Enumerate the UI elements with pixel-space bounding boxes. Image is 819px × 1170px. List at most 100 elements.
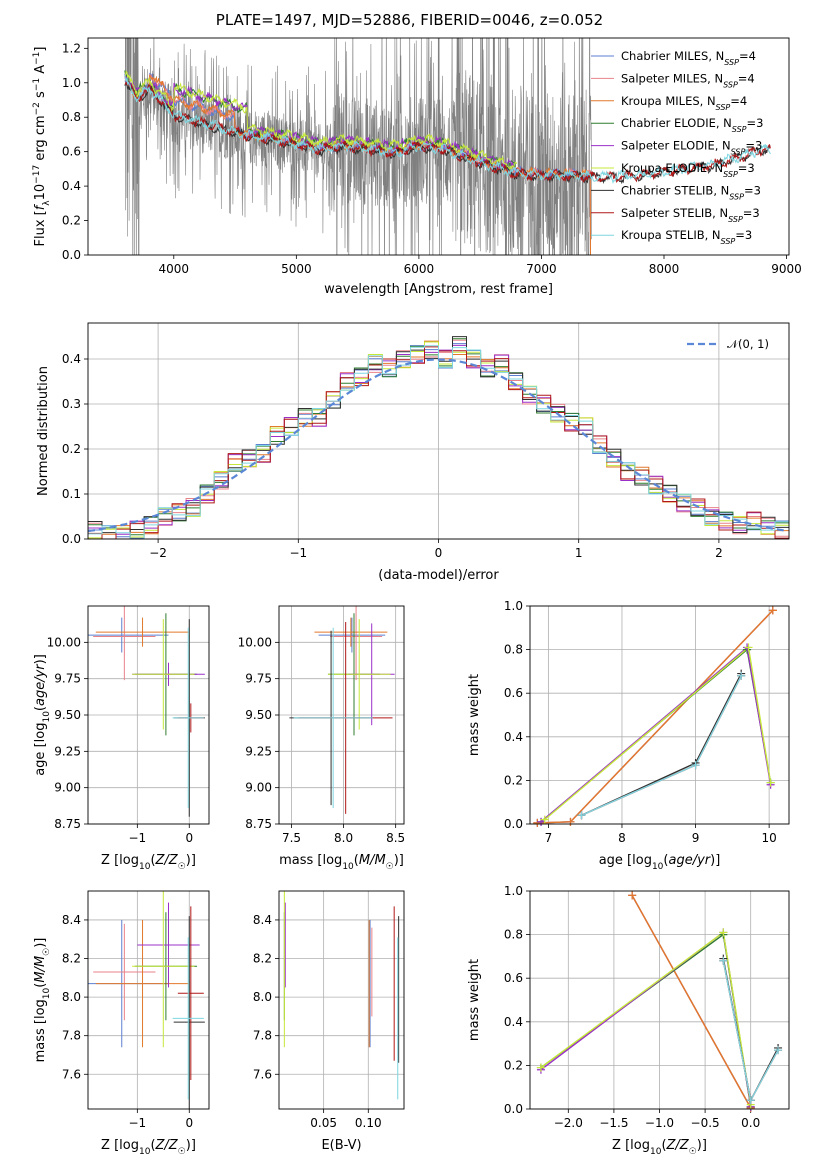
model-spectrum-line — [124, 74, 771, 184]
weight-point-marker — [719, 956, 728, 965]
x-tick-label: 9000 — [771, 262, 802, 276]
x-axis-label: mass [log10(M/M☉)] — [279, 853, 404, 872]
y-tick-label: 0.6 — [504, 971, 523, 985]
x-axis-label-part: ☉ — [178, 862, 186, 872]
weight-point-marker — [774, 1046, 783, 1055]
weight-series-line — [544, 646, 772, 821]
y-axis-label-part: 10 — [42, 987, 52, 999]
y-tick-label: 8.75 — [54, 817, 81, 831]
legend-entry-value: =3 — [744, 183, 761, 197]
y-tick-label: 0.2 — [62, 442, 81, 456]
weight-series-line — [581, 673, 742, 816]
mass_vs_Z-plot-area — [88, 891, 205, 1109]
x-axis-label-part: )] — [394, 853, 404, 868]
x-tick-label: −2.0 — [554, 1116, 583, 1130]
y-tick-label: 8.75 — [245, 817, 272, 831]
y-axis-label-part: 10 — [33, 184, 48, 201]
legend-entry-value: =3 — [735, 228, 752, 242]
x-tick-label: 8.0 — [334, 831, 353, 845]
x-axis-label-part: ☉ — [386, 862, 394, 872]
y-axis-label: Normed distribution — [36, 366, 51, 496]
legend-entry: Salpeter ELODIE, NSSP=3 — [621, 139, 762, 157]
y-tick-label: 0.0 — [62, 532, 81, 546]
legend-entry-name: Salpeter STELIB, N — [621, 206, 728, 220]
y-tick-label: 1.0 — [62, 76, 81, 90]
y-axis-label-part: ☉ — [42, 948, 52, 956]
x-tick-label: −2 — [149, 546, 167, 560]
residuals-axes: −2 −1 0 1 2 0.0 0.1 0.2 0.3 0.4 𝒩(0, 1) (data-model… — [36, 322, 790, 583]
x-axis-label-part: ☉ — [178, 1147, 186, 1157]
legend-entry: Kroupa MILES, NSSP=4 — [621, 94, 747, 112]
x-tick-label: 2 — [715, 546, 723, 560]
weight-point-marker — [536, 1063, 545, 1072]
y-axis-label-part: 10 — [42, 711, 52, 723]
x-axis-label-part: ( — [354, 853, 359, 868]
weight_vs_age-plot-area — [537, 609, 774, 824]
weight-point-marker — [737, 671, 746, 680]
legend-entry-name: Chabrier MILES, N — [621, 49, 724, 63]
x-tick-label: −1.0 — [645, 1116, 674, 1130]
x-tick-label: 7000 — [526, 262, 557, 276]
y-tick-label: 10.00 — [47, 635, 81, 649]
x-axis-label-part: Z/Z — [155, 1138, 179, 1153]
y-axis-label-part: λ — [42, 200, 52, 206]
legend-entry-name: Salpeter ELODIE, N — [621, 139, 731, 153]
weight-point-marker — [691, 761, 700, 770]
x-tick-label: 7.5 — [282, 831, 301, 845]
legend-entry: Chabrier MILES, NSSP=4 — [621, 49, 756, 67]
y-axis-label: mass weight — [467, 674, 482, 756]
y-tick-label: 9.75 — [54, 672, 81, 686]
weight-series-line — [540, 931, 752, 1105]
y-tick-label: 8.0 — [62, 990, 81, 1004]
mass_vs_Z-axes: −1 07.67.88.08.28.4Z [log10(Z/Z☉)]mass [l… — [33, 890, 210, 1157]
x-axis-label: Z [log10(Z/Z☉)] — [612, 1138, 707, 1157]
residuals-frame — [87, 322, 790, 540]
x-tick-label: 6000 — [404, 262, 435, 276]
weight-series-line — [540, 931, 752, 1107]
y-tick-label: 8.0 — [253, 990, 272, 1004]
x-axis-label-part: ( — [150, 1138, 155, 1153]
age_vs_mass-frame — [278, 605, 405, 825]
x-axis-label-part: ( — [661, 1138, 666, 1153]
legend-entry-name: Kroupa MILES, N — [621, 94, 716, 108]
legend-entry: Kroupa ELODIE, NSSP=3 — [621, 161, 755, 179]
legend-entry-name: Kroupa STELIB, N — [621, 228, 721, 242]
x-axis-label-part: )] — [186, 1138, 196, 1153]
y-tick-label: 0.4 — [504, 1015, 523, 1029]
x-axis-label-part: mass [log — [279, 853, 342, 868]
legend-entry-sub: SSP — [728, 214, 743, 223]
legend-entry-sub: SSP — [724, 58, 739, 67]
weight-series-line — [540, 933, 752, 1107]
legend-entry-value: =4 — [739, 49, 756, 63]
y-axis-label-part: ] — [33, 47, 48, 52]
x-tick-label: 9 — [692, 831, 700, 845]
y-tick-label: 0.6 — [504, 686, 523, 700]
legend-entry-name: Chabrier STELIB, N — [621, 183, 729, 197]
x-axis-label: (data-model)/error — [378, 568, 499, 583]
legend-entry-sub: SSP — [729, 192, 744, 201]
figure-title: PLATE=1497, MJD=52886, FIBERID=0046, z=0… — [215, 11, 604, 29]
y-axis-label-part: −2 — [32, 102, 42, 115]
y-tick-label: 8.4 — [253, 913, 272, 927]
y-tick-label: 7.6 — [62, 1067, 81, 1081]
x-tick-label: 10 — [761, 831, 776, 845]
legend-entry-value: =4 — [730, 94, 747, 108]
y-axis-label-part: f — [33, 203, 48, 210]
y-axis-label-part: erg cm — [33, 115, 48, 164]
y-tick-label: 9.75 — [245, 672, 272, 686]
weight-point-marker — [577, 811, 586, 820]
data-spectrum-line — [125, 38, 592, 255]
y-tick-label: 8.2 — [253, 952, 272, 966]
y-tick-label: 9.00 — [54, 781, 81, 795]
normal-reference-curve — [88, 358, 787, 533]
weight-point-marker — [540, 815, 549, 824]
legend-entry-value: =3 — [743, 206, 760, 220]
y-tick-label: 0.4 — [504, 730, 523, 744]
x-axis-label-part: ☉ — [689, 1147, 697, 1157]
x-axis-label-part: )] — [710, 853, 720, 868]
weight-point-marker — [746, 1096, 755, 1105]
legend-entry-value: =3 — [747, 116, 764, 130]
x-tick-label: 7 — [545, 831, 553, 845]
weight-point-marker — [566, 817, 575, 826]
